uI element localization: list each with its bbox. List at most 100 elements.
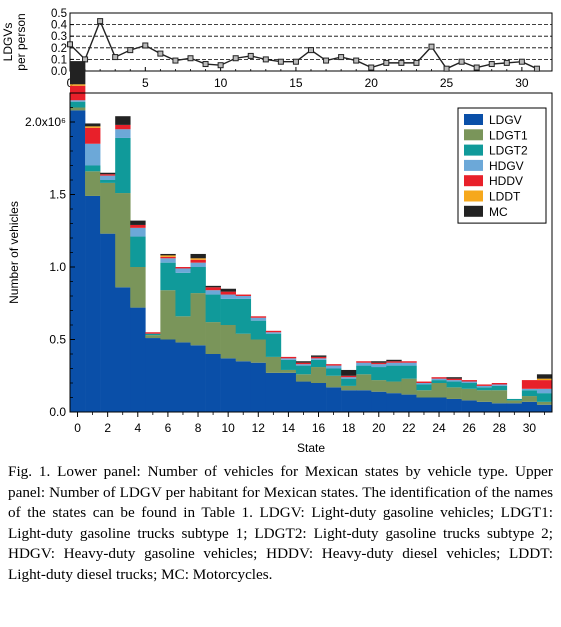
figure: 0.00.10.20.30.40.5051015202530LDGVsper p… <box>1 8 553 455</box>
legend-swatch-mc <box>464 205 483 217</box>
legend-swatch-hddv <box>464 175 483 187</box>
bar-segment-hdgv <box>295 364 312 366</box>
x-tick-label: 5 <box>142 76 149 90</box>
bar-segment-ldgv <box>145 338 161 412</box>
bar-segment-lddt <box>536 378 553 381</box>
bar-segment-ldgt1 <box>386 381 402 394</box>
bar-segment-hdgv <box>461 381 477 383</box>
x-tick-label: 8 <box>195 421 202 435</box>
x-tick-label: 20 <box>372 421 386 435</box>
bar-segment-ldgt2 <box>371 367 387 381</box>
bar-segment-mc <box>85 123 101 127</box>
bar-segment-mc <box>341 369 357 376</box>
legend-label-ldgt1: LDGT1 <box>489 128 528 142</box>
bar-segment-ldgt2 <box>401 365 417 379</box>
data-point <box>353 57 360 64</box>
bar-segment-ldgt1 <box>265 356 282 373</box>
bar-segment-ldgv <box>265 372 282 412</box>
bar-segment-ldgt2 <box>265 333 282 357</box>
bar-segment-ldgt1 <box>85 171 101 196</box>
bar-segment-mc <box>205 285 221 288</box>
y-axis-label: LDGVsper person <box>1 13 28 70</box>
bar-segment-hddv <box>326 364 342 366</box>
x-tick-label: 14 <box>282 421 296 435</box>
bar-segment-ldgt2 <box>446 381 462 388</box>
legend-swatch-ldgt1 <box>464 129 483 141</box>
data-point <box>308 47 314 54</box>
data-point <box>503 59 510 66</box>
bar-segment-hddv <box>491 383 508 385</box>
bar-segment-hddv <box>401 361 417 363</box>
bar-segment-ldgt1 <box>205 322 221 354</box>
bar-segment-ldgt1 <box>326 375 342 388</box>
bar-segment-ldgv <box>401 394 417 412</box>
x-tick-label: 12 <box>252 421 266 435</box>
x-tick-label: 16 <box>312 421 326 435</box>
bar-segment-ldgt1 <box>536 401 553 405</box>
bar-segment-ldgt1 <box>115 193 131 288</box>
bar-segment-hdgv <box>130 227 146 237</box>
bar-segment-mc <box>100 172 116 175</box>
bar-segment-lddt <box>160 255 176 257</box>
data-point <box>202 61 209 68</box>
bar-segment-hddv <box>536 380 553 389</box>
y-tick-label: 0.0 <box>49 405 66 419</box>
bar-segment-ldgt2 <box>311 359 327 368</box>
data-point <box>473 64 480 71</box>
bar-segment-ldgv <box>175 342 191 412</box>
bar-segment-hddv <box>100 174 116 176</box>
bar-segment-ldgv <box>536 404 553 412</box>
bar-segment-hddv <box>160 256 176 259</box>
bar-segment-hdgv <box>326 365 342 369</box>
bar-segment-hdgv <box>160 258 176 263</box>
legend-label-ldgt2: LDGT2 <box>489 144 528 158</box>
x-tick-label: 2 <box>104 421 111 435</box>
bar-segment-mc <box>311 355 327 357</box>
bar-segment-hdgv <box>521 388 538 391</box>
bar-segment-ldgv <box>341 390 357 412</box>
figure-caption: Fig. 1. Lower panel: Number of vehicles … <box>8 463 553 583</box>
bar-segment-ldgt2 <box>536 393 553 402</box>
bar-segment-mc <box>115 116 131 125</box>
bar-segment-mc <box>160 253 176 256</box>
bar-segment-hdgv <box>536 388 553 394</box>
x-tick-label: 0 <box>74 421 81 435</box>
x-tick-label: 6 <box>165 421 172 435</box>
bar-segment-hdgv <box>190 262 206 267</box>
bar-segment-hddv <box>461 380 477 382</box>
bar-segment-ldgv <box>311 383 327 412</box>
bar-segment-hddv <box>311 356 327 359</box>
legend-label-hdgv: HDGV <box>489 159 524 173</box>
bar-segment-hdgv <box>205 290 221 295</box>
bar-segment-hddv <box>220 291 236 295</box>
data-point <box>428 43 435 50</box>
bar-segment-mc <box>220 288 236 292</box>
x-tick-label: 15 <box>289 76 303 90</box>
bar-segment-hddv <box>175 267 191 269</box>
y-axis-label-line: LDGVs <box>1 23 15 62</box>
bar-segment-ldgt1 <box>295 374 312 382</box>
data-point <box>292 58 299 65</box>
x-tick-label: 26 <box>462 421 476 435</box>
y-axis-label: Number of vehicles <box>7 201 21 304</box>
bar-segment-ldgt2 <box>295 365 312 375</box>
bar-segment-hdgv <box>341 377 357 379</box>
bar-segment-ldgt2 <box>235 298 252 334</box>
y-tick-label: 0.2 <box>51 43 67 55</box>
data-point <box>187 55 194 62</box>
bar-segment-ldgv <box>506 403 523 412</box>
bar-segment-lddt <box>190 258 206 260</box>
x-tick-label: 18 <box>342 421 356 435</box>
data-point <box>413 59 420 66</box>
bar-segment-ldgv <box>220 358 236 412</box>
bar-segment-ldgt2 <box>175 272 191 317</box>
data-point <box>262 56 269 63</box>
bar-segment-ldgt1 <box>491 390 508 404</box>
legend-swatch-ldgv <box>464 114 483 125</box>
y-tick-label: 0.1 <box>51 54 67 66</box>
bar-segment-hdgv <box>235 296 252 299</box>
bar-segment-ldgt2 <box>431 380 447 383</box>
y-axis-label-line: per person <box>14 13 28 70</box>
bar-segment-ldgv <box>85 195 101 412</box>
